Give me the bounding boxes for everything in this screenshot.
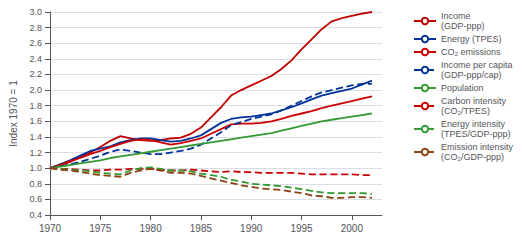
svg-text:Income: Income	[441, 11, 471, 21]
svg-text:1.2: 1.2	[29, 148, 42, 158]
svg-text:Population: Population	[441, 83, 484, 93]
svg-text:2.4: 2.4	[29, 54, 42, 64]
svg-text:0.4: 0.4	[29, 210, 42, 220]
svg-text:1990: 1990	[240, 223, 263, 234]
svg-text:0.6: 0.6	[29, 194, 42, 204]
svg-text:(GDP-ppp): (GDP-ppp)	[441, 21, 485, 31]
svg-text:1980: 1980	[139, 223, 162, 234]
svg-text:Carbon intensity: Carbon intensity	[441, 96, 507, 106]
svg-text:2000: 2000	[341, 223, 364, 234]
svg-text:1.6: 1.6	[29, 116, 42, 126]
svg-text:3.0: 3.0	[29, 7, 42, 17]
svg-text:(GDP-ppp/cap): (GDP-ppp/cap)	[441, 70, 502, 80]
svg-text:1.8: 1.8	[29, 101, 42, 111]
svg-text:2.8: 2.8	[29, 23, 42, 33]
svg-text:Energy (TPES): Energy (TPES)	[441, 34, 502, 44]
svg-text:Energy intensity: Energy intensity	[441, 119, 506, 129]
svg-text:0.8: 0.8	[29, 179, 42, 189]
svg-text:1995: 1995	[290, 223, 313, 234]
svg-text:Income per capita: Income per capita	[441, 60, 513, 70]
svg-text:1.0: 1.0	[29, 163, 42, 173]
svg-text:(CO₂/GDP-ppp): (CO₂/GDP-ppp)	[441, 152, 504, 162]
svg-text:(CO₂/TPES): (CO₂/TPES)	[441, 106, 490, 116]
svg-text:2.2: 2.2	[29, 69, 42, 79]
svg-text:2.6: 2.6	[29, 38, 42, 48]
svg-text:1975: 1975	[89, 223, 112, 234]
svg-text:1985: 1985	[190, 223, 213, 234]
svg-text:1.4: 1.4	[29, 132, 42, 142]
svg-text:CO₂ emissions: CO₂ emissions	[441, 47, 501, 57]
svg-text:1970: 1970	[39, 223, 62, 234]
svg-text:(TPES/GDP-ppp): (TPES/GDP-ppp)	[441, 129, 511, 139]
svg-text:2.0: 2.0	[29, 85, 42, 95]
svg-text:Emission intensity: Emission intensity	[441, 142, 514, 152]
svg-text:Index 1970 = 1: Index 1970 = 1	[8, 80, 19, 147]
